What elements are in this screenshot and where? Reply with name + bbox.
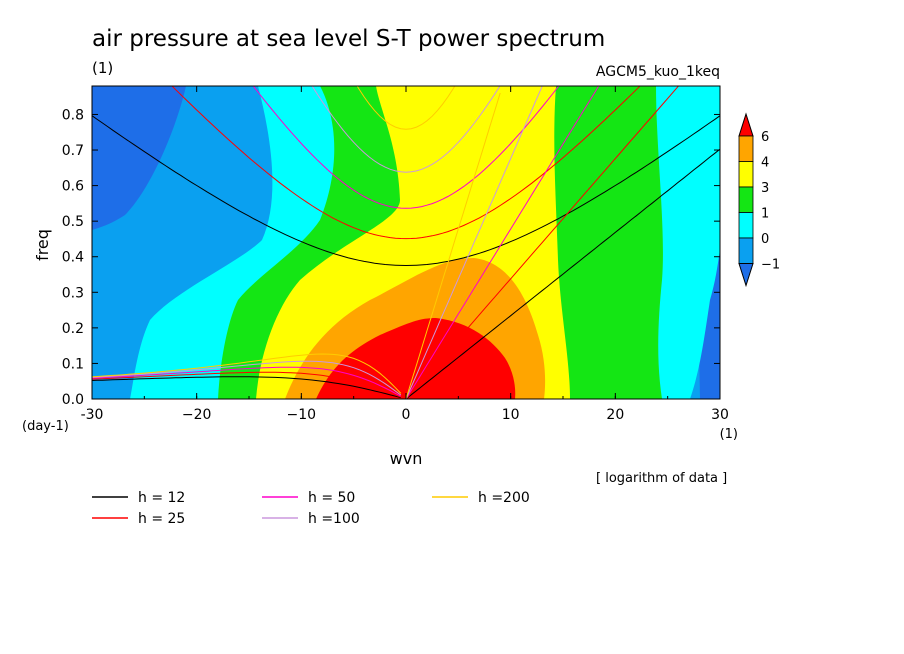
y-tick-label: 0.7: [62, 143, 84, 159]
curve-rossby-h25: [92, 371, 401, 398]
plot-area: [92, 86, 720, 399]
curve-ig-h200: [356, 86, 456, 130]
curve-kelvin-h200: [405, 92, 501, 399]
y-tick-label: 0.2: [62, 321, 84, 337]
curve-kelvin-h50: [405, 86, 600, 399]
x-axis-label: wvn: [390, 449, 423, 468]
curve-rossby-h200: [92, 353, 402, 394]
y-tick-label: 0.1: [62, 356, 84, 372]
x-tick-label: 0: [402, 407, 411, 423]
x-tick-label: −20: [182, 407, 212, 423]
curve-kelvin-h12: [405, 148, 720, 399]
colorbar-segment: [738, 186, 754, 213]
y-axis: 0.0 0.1 0.2 0.3 0.4 0.5 0.6 0.7 0.8: [62, 107, 720, 408]
y-tick-label: 0.8: [62, 107, 84, 123]
y-tick-label: 0.0: [62, 392, 84, 408]
y-axis-label: freq: [33, 229, 52, 261]
heatmap-regions: [92, 86, 720, 399]
colorbar-segment: [738, 237, 754, 264]
colorbar-bottom-arrow: [738, 263, 754, 288]
legend-label: h =100: [308, 511, 360, 527]
legend-label: h = 12: [138, 490, 185, 506]
curve-kelvin-h100: [405, 86, 543, 399]
y-unit-label: (day-1): [22, 419, 69, 434]
colorbar-label: 0: [761, 232, 769, 247]
colorbar-segment: [738, 212, 754, 239]
run-label: AGCM5_kuo_1keq: [596, 64, 720, 80]
curve-ig-h100: [311, 86, 501, 173]
heat-region-lowest: [92, 86, 186, 230]
colorbar-top-arrow: [738, 112, 754, 137]
colorbar-label: −1: [761, 258, 780, 273]
x-tick-label: 10: [502, 407, 520, 423]
y-tick-label: 0.4: [62, 250, 84, 266]
x-tick-label: −10: [287, 407, 317, 423]
data-note: [ logarithm of data ]: [596, 471, 727, 486]
colorbar-label: 1: [761, 207, 769, 222]
legend-label: h = 50: [308, 490, 355, 506]
curve-ig-h50: [252, 86, 560, 209]
curve-rossby-h100: [92, 360, 402, 396]
colorbar-segment: [738, 161, 754, 188]
colorbar: 6 4 3 1 0 −1: [738, 112, 780, 288]
curve-kelvin-h25: [405, 86, 680, 399]
x-axis: -30 −20 −10 0 10 20 30: [81, 86, 729, 423]
y-tick-label: 0.3: [62, 285, 84, 301]
x-tick-label: -30: [81, 407, 104, 423]
chart-title: air pressure at sea level S-T power spec…: [92, 26, 605, 52]
colorbar-label: 3: [761, 181, 769, 196]
legend: h = 12 h = 25 h = 50 h =100 h =200: [92, 490, 530, 527]
legend-label: h = 25: [138, 511, 185, 527]
x-unit-label: (1): [720, 427, 738, 442]
colorbar-segment: [738, 135, 754, 162]
curve-rossby-h50: [92, 366, 402, 397]
curve-rossby-h12: [92, 376, 401, 399]
heat-region-lowest-right: [698, 250, 720, 399]
y-tick-label: 0.5: [62, 214, 84, 230]
y-tick-label: 0.6: [62, 179, 84, 195]
dispersion-curves: [92, 86, 720, 399]
curve-ig-h25: [171, 86, 641, 240]
x-tick-label: 20: [606, 407, 624, 423]
heat-region-red: [316, 318, 516, 399]
legend-label: h =200: [478, 490, 530, 506]
x-tick-label: 30: [711, 407, 729, 423]
curve-ig-h12: [92, 115, 720, 267]
colorbar-label: 4: [761, 156, 769, 171]
colorbar-label: 6: [761, 130, 769, 145]
title-unit: (1): [92, 59, 113, 77]
